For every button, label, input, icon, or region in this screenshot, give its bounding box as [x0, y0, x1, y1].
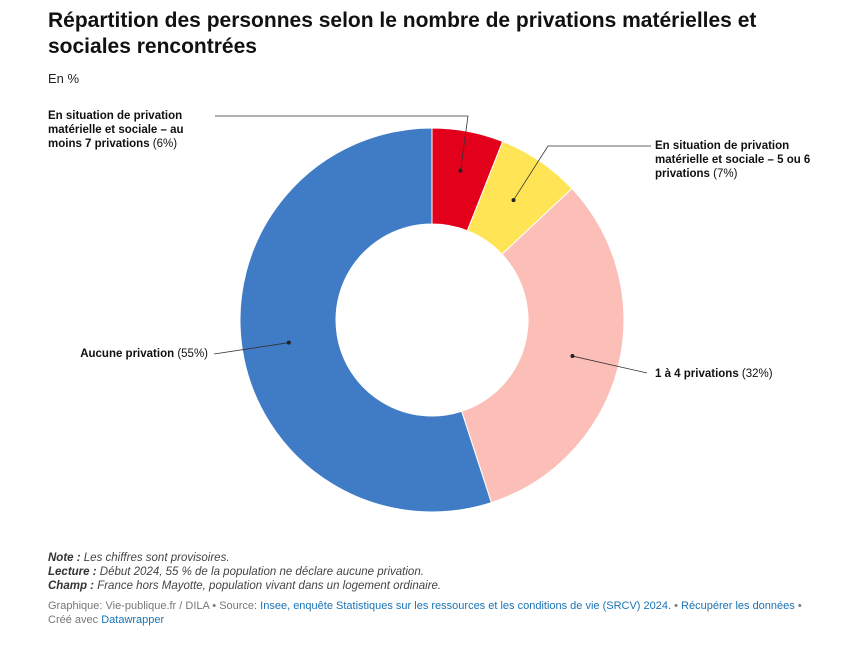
chart-subtitle: En % — [48, 71, 80, 86]
label-5-or-6: En situation de privation matérielle et s… — [655, 140, 810, 180]
label-category-text: matérielle et sociale – au — [48, 124, 184, 136]
note-text: Les chiffres sont provisoires. — [80, 552, 230, 564]
slice-labels: En situation de privation matérielle et s… — [48, 110, 810, 380]
source-link[interactable]: Insee, enquête Statistiques sur les ress… — [260, 600, 672, 612]
leader-dot — [570, 354, 575, 359]
leader-dot — [286, 340, 291, 345]
donut-slices — [239, 127, 625, 513]
leader-line — [572, 355, 648, 374]
label-value-text: (32%) — [739, 368, 773, 380]
leader-line — [513, 145, 651, 201]
leader-dot — [458, 168, 463, 173]
note-label: Note : — [48, 552, 81, 564]
label-category-text: privations — [655, 168, 710, 180]
label-category-text: Aucune privation — [80, 348, 174, 360]
label-category-text: 1 à 4 privations — [655, 368, 739, 380]
label-at-least-7: En situation de privation matérielle et s… — [48, 110, 184, 150]
lecture-text: Début 2024, 55 % de la population ne déc… — [96, 566, 424, 578]
label-value-text: (6%) — [150, 138, 178, 150]
leader-line — [213, 342, 289, 355]
donut-chart: En situation de privation matérielle et s… — [48, 110, 810, 513]
note-line: Note : Les chiffres sont provisoires. — [48, 551, 828, 565]
label-category-text: En situation de privation — [48, 110, 182, 122]
source-prefix: Graphique: Vie-publique.fr / DILA • Sour… — [48, 600, 261, 612]
chart-notes: Note : Les chiffres sont provisoires. Le… — [48, 551, 828, 593]
label-value-text: (55%) — [174, 348, 208, 360]
chart-source: Graphique: Vie-publique.fr / DILA • Sour… — [48, 599, 823, 627]
champ-text: France hors Mayotte, population vivant d… — [94, 580, 442, 592]
slice-none — [239, 127, 492, 513]
source-separator: • — [671, 600, 682, 612]
label-value-text: (7%) — [710, 168, 738, 180]
champ-line: Champ : France hors Mayotte, population … — [48, 579, 828, 593]
lecture-line: Lecture : Début 2024, 55 % de la populat… — [48, 565, 828, 579]
created-with-text: • Créé avec — [48, 600, 802, 626]
lecture-label: Lecture : — [48, 566, 97, 578]
label-none: Aucune privation (55%) — [80, 348, 208, 360]
label-leader-lines — [213, 115, 651, 374]
leader-line — [215, 115, 469, 171]
leader-dot — [511, 198, 516, 203]
label-category-text: matérielle et sociale – 5 ou 6 — [655, 154, 810, 166]
label-category-text: En situation de privation — [655, 140, 789, 152]
slice-1-to-4 — [461, 187, 625, 504]
champ-label: Champ : — [48, 580, 94, 592]
chart-title: Répartition des personnes selon le nombr… — [48, 9, 757, 58]
label-1-to-4: 1 à 4 privations (32%) — [655, 368, 773, 380]
datawrapper-link[interactable]: Datawrapper — [101, 614, 165, 626]
download-data-link[interactable]: Récupérer les données — [681, 600, 795, 612]
label-category-text: moins 7 privations — [48, 138, 150, 150]
